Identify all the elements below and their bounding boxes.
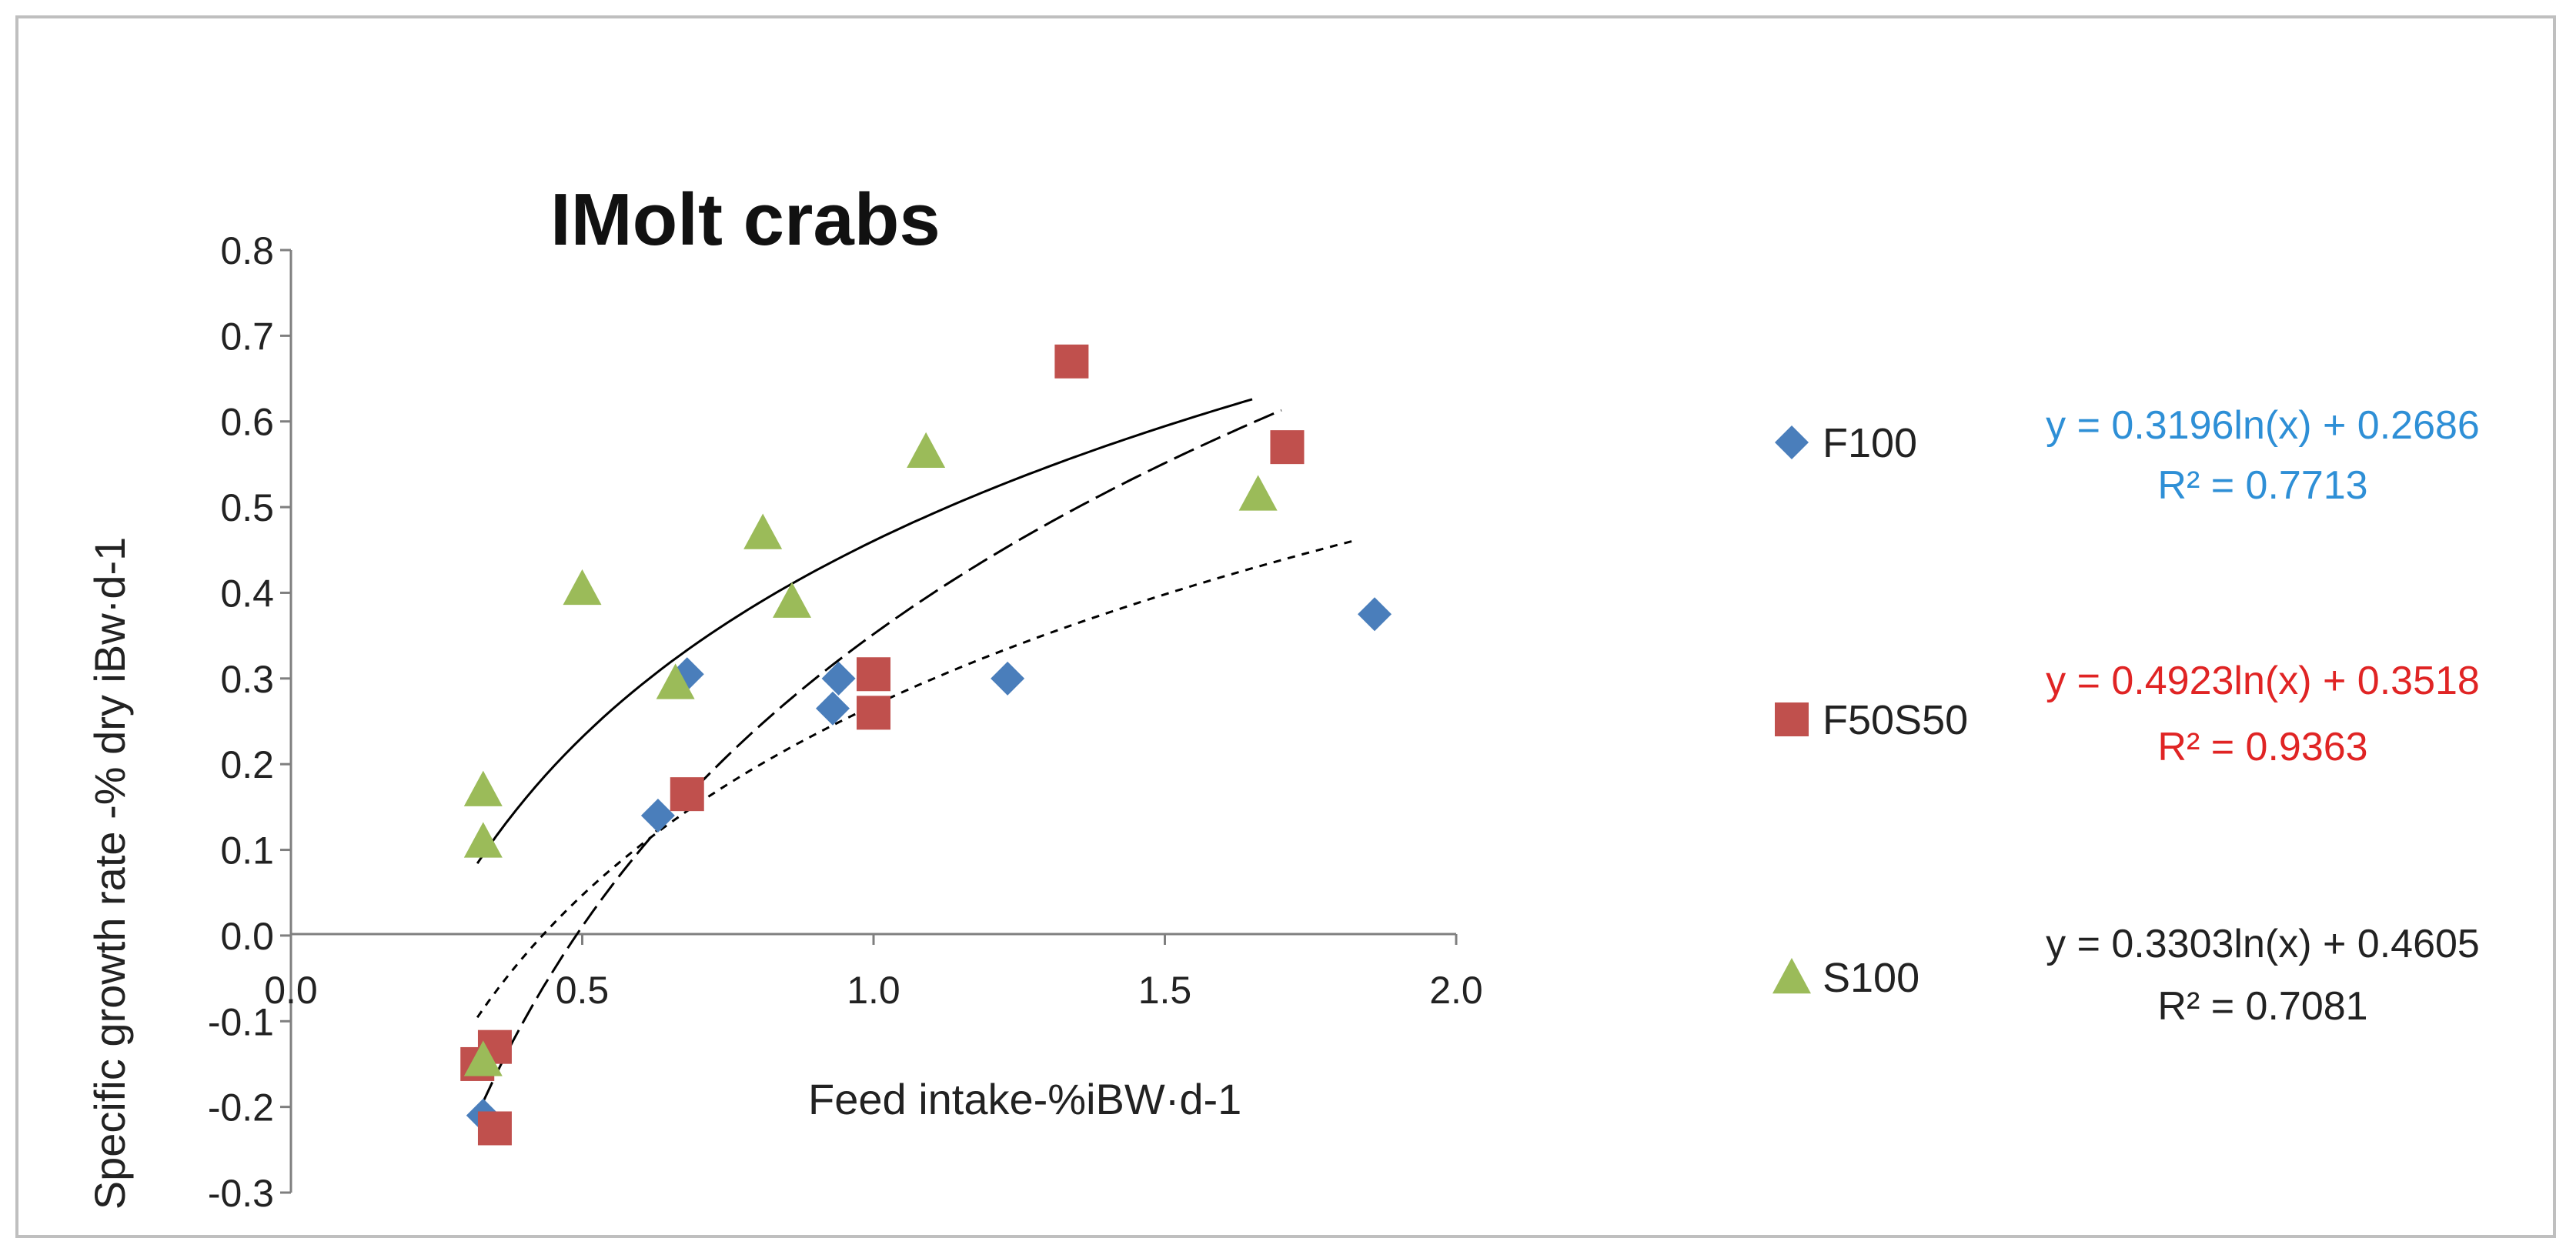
y-tick-label: -0.2 — [208, 1086, 274, 1130]
point-f50s50 — [1054, 344, 1089, 379]
trendline-r2-f50s50: R² = 0.9363 — [2157, 725, 2367, 769]
y-tick-label: 0.6 — [220, 401, 274, 444]
y-tick-label: 0.5 — [220, 486, 274, 529]
point-s100 — [563, 569, 602, 606]
x-tick-label: 2.0 — [1429, 969, 1483, 1012]
point-f50s50 — [857, 696, 890, 730]
chart-title: IMolt crabs — [550, 179, 941, 261]
point-f100 — [640, 799, 675, 833]
y-tick-label: 0.7 — [220, 315, 274, 358]
trendline-equation-f50s50: y = 0.4923ln(x) + 0.3518 — [2046, 659, 2480, 703]
y-axis-title: Specific growth rate -% dry iBw·d-1 — [85, 537, 134, 1210]
y-tick-label: 0.3 — [220, 658, 274, 701]
point-f100 — [816, 691, 850, 726]
point-f50s50 — [477, 1111, 512, 1146]
data-points — [460, 344, 1392, 1146]
legend-marker-f50s50 — [1775, 702, 1809, 736]
trendlines — [476, 398, 1358, 1103]
point-s100 — [463, 770, 503, 806]
y-tick-label: 0.2 — [220, 743, 274, 786]
x-tick-label: 1.5 — [1138, 969, 1192, 1012]
legend-label-s100: S100 — [1823, 955, 1919, 1001]
legend-label-f50s50: F50S50 — [1823, 697, 1968, 743]
y-tick-label: -0.1 — [208, 1000, 274, 1043]
trendline-r2-s100: R² = 0.7081 — [2157, 984, 2367, 1029]
y-tick-label: -0.3 — [208, 1172, 274, 1215]
trendline-f100 — [476, 539, 1358, 1019]
y-tick-label: 0.1 — [220, 829, 274, 873]
y-tick-label: 0.4 — [220, 572, 274, 615]
point-f100 — [991, 661, 1025, 696]
trendline-equation-f100: y = 0.3196ln(x) + 0.2686 — [2046, 403, 2480, 448]
x-tick-label: 1.0 — [847, 969, 900, 1012]
point-s100 — [463, 822, 503, 858]
trendline-s100 — [476, 398, 1253, 865]
y-tick-label: 0.8 — [220, 229, 274, 272]
point-f50s50 — [1270, 430, 1305, 465]
x-tick-label: 0.0 — [264, 969, 318, 1012]
trendline-equation-s100: y = 0.3303ln(x) + 0.4605 — [2046, 922, 2480, 966]
chart-frame — [15, 15, 2556, 1238]
point-s100 — [656, 663, 695, 699]
point-s100 — [773, 582, 812, 618]
point-s100 — [743, 513, 783, 549]
point-s100 — [907, 432, 946, 468]
point-f50s50 — [670, 777, 704, 812]
point-f50s50 — [857, 657, 890, 692]
axes: 0.80.70.60.50.40.30.20.10.0-0.1-0.2-0.30… — [208, 229, 1483, 1215]
x-tick-label: 0.5 — [556, 969, 610, 1012]
legend-marker-f100 — [1775, 425, 1809, 459]
point-s100 — [1238, 475, 1278, 511]
y-tick-label: 0.0 — [220, 915, 274, 958]
legend-label-f100: F100 — [1823, 420, 1917, 466]
trendline-r2-f100: R² = 0.7713 — [2157, 463, 2367, 508]
legend: F100 y = 0.3196ln(x) + 0.2686 R² = 0.7713 F… — [1772, 403, 2480, 1029]
trendline-f50s50 — [482, 409, 1282, 1103]
legend-marker-s100 — [1772, 958, 1811, 994]
point-f100 — [1358, 597, 1392, 632]
point-f100 — [821, 661, 856, 696]
point-s100 — [463, 1040, 503, 1076]
x-axis-title: Feed intake-%iBW·d-1 — [808, 1075, 1241, 1123]
